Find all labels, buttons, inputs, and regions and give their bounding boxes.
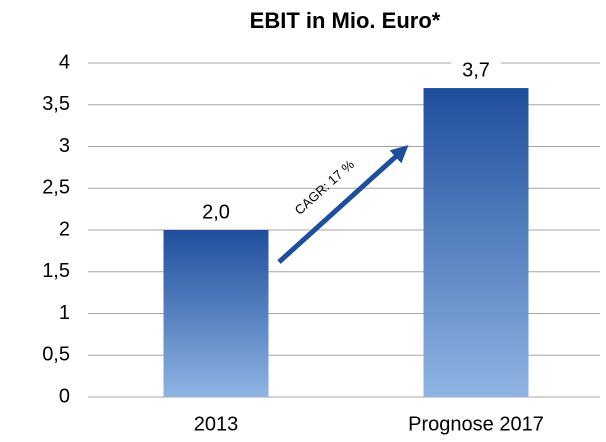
- y-tick-label: 0: [59, 385, 70, 407]
- y-tick-label: 2: [59, 218, 70, 240]
- annotation: CAGR: 17 %: [292, 156, 358, 217]
- bar: [423, 88, 529, 398]
- x-tick-label: Prognose 2017: [408, 413, 544, 435]
- y-tick-label: 3: [59, 135, 70, 157]
- y-tick-label: 4: [59, 51, 70, 73]
- y-tick-label: 1,5: [42, 260, 70, 282]
- value-label: 3,7: [462, 59, 490, 81]
- value-label: 2,0: [202, 201, 230, 223]
- cagr-arrow: [277, 145, 409, 264]
- y-tick-label: 1: [59, 302, 70, 324]
- value-label-bg: [191, 201, 241, 225]
- value-label-bg: [451, 59, 501, 84]
- chart-title: EBIT in Mio. Euro*: [250, 8, 441, 33]
- bar: [163, 230, 269, 397]
- x-tick-label: 2013: [194, 413, 239, 435]
- y-tick-label: 3,5: [42, 93, 70, 115]
- y-tick-label: 0,5: [42, 344, 70, 366]
- y-tick-label: 2,5: [42, 177, 70, 199]
